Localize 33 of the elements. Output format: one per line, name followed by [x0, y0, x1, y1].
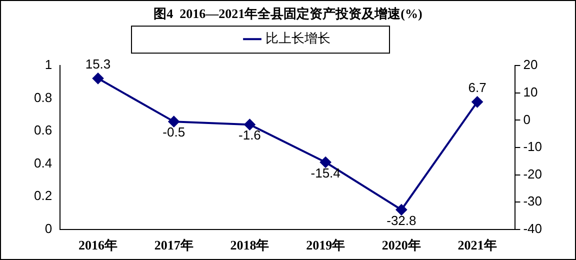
data-label: -32.8: [386, 212, 416, 228]
y-tick-label: 0: [44, 220, 52, 236]
data-label: -15.4: [310, 165, 340, 180]
y-tick-label: 0.6: [34, 122, 52, 138]
y-tick-label: 1: [44, 57, 52, 72]
x-tick-label: 2019年: [306, 238, 346, 253]
point: [244, 119, 256, 130]
y2-tick-label: -30: [523, 194, 542, 209]
point: [92, 72, 104, 84]
y2-tick-label: 20: [523, 57, 538, 72]
y2-tick-label: 10: [523, 84, 538, 100]
point: [472, 96, 483, 108]
x-tick-label: 2021年: [458, 238, 497, 253]
data-label: -1.6: [238, 128, 261, 143]
data-label: 6.7: [468, 80, 486, 95]
x-tick-label: 2020年: [382, 238, 421, 253]
y2-tick-label: -20: [523, 166, 542, 182]
point: [320, 156, 332, 168]
y-tick-label: 0.8: [34, 90, 52, 105]
y2-tick-label: -10: [523, 139, 542, 154]
legend-label: 比上长增长: [265, 30, 330, 46]
point: [168, 116, 180, 128]
data-label: 15.3: [85, 56, 111, 72]
y-tick-label: 0.2: [34, 188, 52, 204]
x-tick-label: 2017年: [154, 238, 194, 253]
x-tick-label: 2018年: [230, 238, 270, 253]
y-tick-label: 0.4: [34, 155, 52, 170]
x-tick-label: 2016年: [78, 238, 118, 253]
chart-title: 图4 2016—2021年全县固定资产投资及增速(%): [154, 6, 422, 22]
point: [396, 204, 407, 216]
data-label: -0.5: [162, 124, 186, 140]
y2-tick-label: -40: [523, 220, 542, 236]
y2-tick-label: 0: [523, 112, 530, 127]
